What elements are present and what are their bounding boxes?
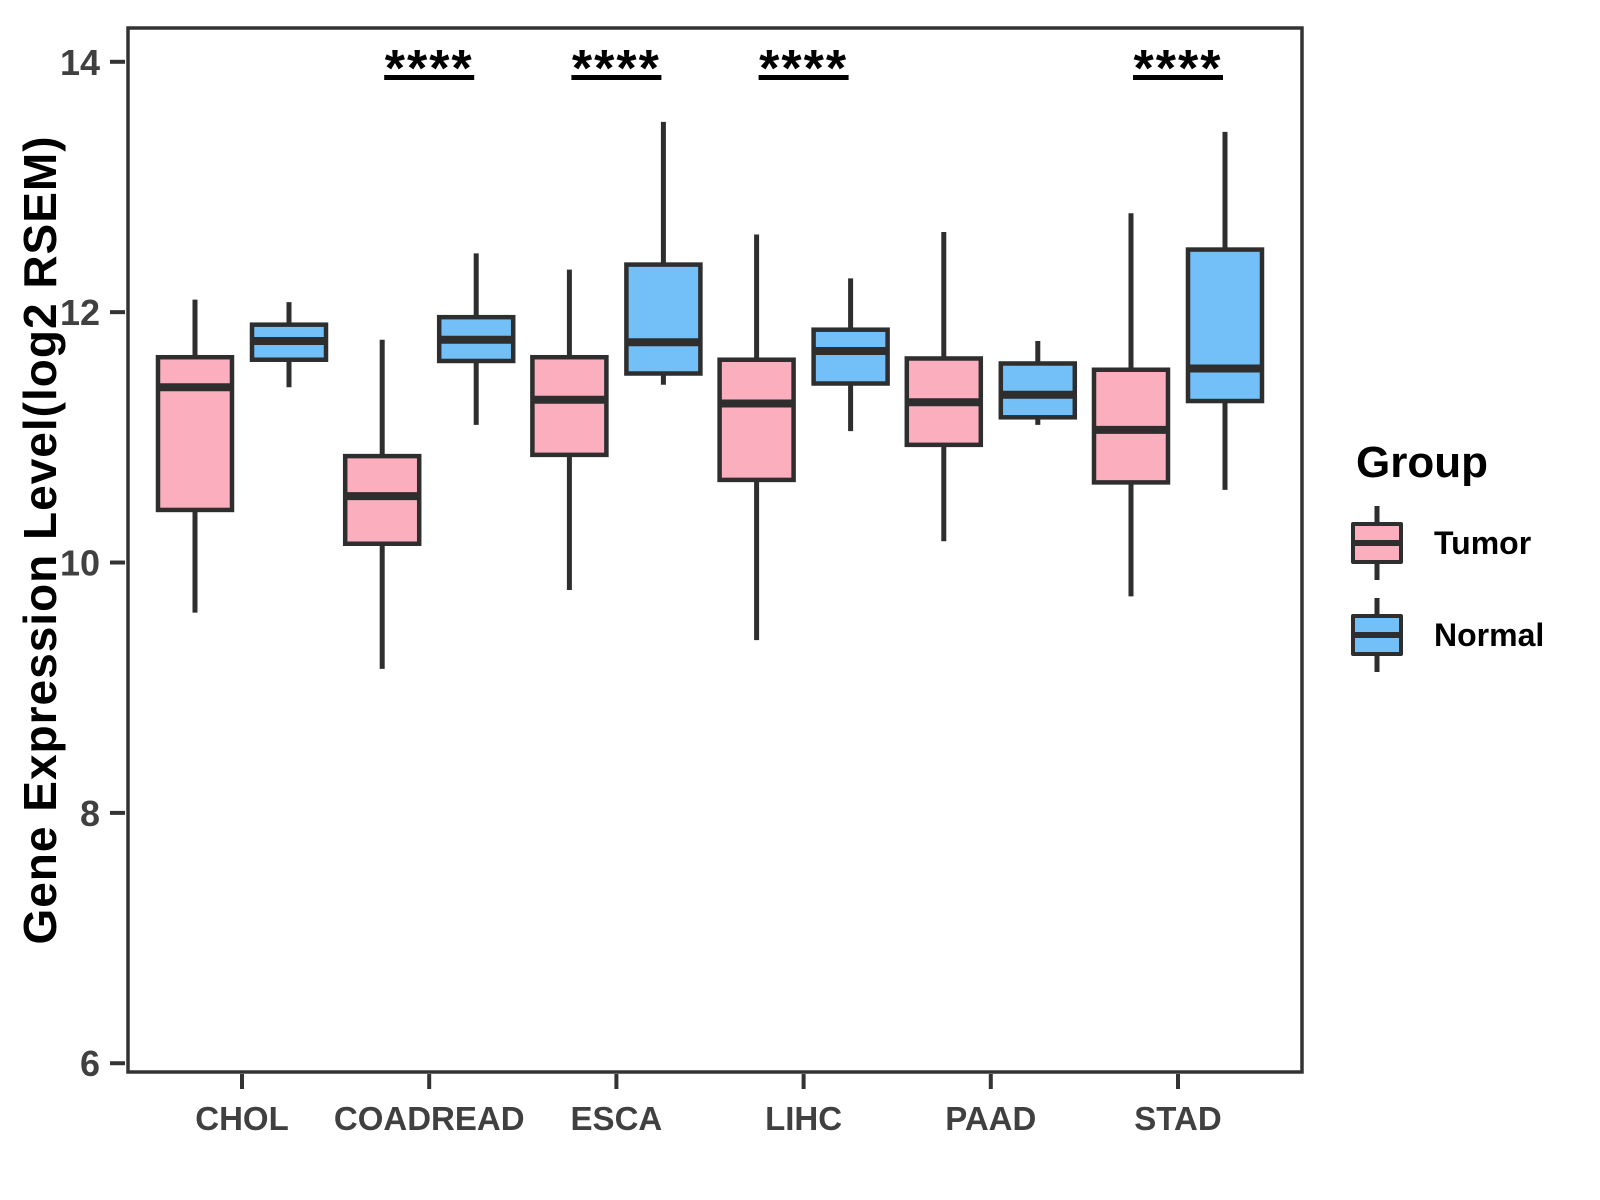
y-tick-label: 14 (60, 42, 100, 83)
box-LIHC-Tumor (717, 357, 796, 483)
x-tick-label: CHOL (195, 1100, 289, 1137)
glyph-median (1355, 632, 1399, 638)
y-tick-label: 12 (60, 292, 100, 333)
box-PAAD-Normal (998, 361, 1078, 420)
sig-stars-STAD: **** (1134, 40, 1223, 98)
glyph-median (1355, 540, 1399, 546)
sig-bar-ESCA (571, 75, 662, 80)
y-tick-label: 8 (80, 793, 100, 834)
sig-bar-STAD (1133, 75, 1223, 80)
box-ESCA-Tumor (530, 354, 609, 458)
legend-item-normal: Normal (1348, 596, 1544, 674)
sig-bar-LIHC (758, 75, 849, 80)
x-tick-label: COADREAD (334, 1100, 525, 1137)
y-tick-label: 10 (60, 543, 100, 584)
panel-border (126, 26, 1304, 1074)
normal-boxplot-glyph-icon (1348, 596, 1406, 674)
glyph-whisker (1374, 654, 1380, 672)
glyph-whisker (1374, 562, 1380, 580)
legend: Group Tumor Normal (1348, 438, 1544, 688)
legend-title: Group (1356, 438, 1488, 487)
box-ESCA-Normal (624, 262, 703, 376)
box-CHOL-Tumor (155, 354, 235, 513)
box-LIHC-Normal (811, 327, 890, 386)
legend-label-normal: Normal (1434, 616, 1545, 653)
x-tick-label: LIHC (765, 1100, 842, 1137)
x-tick-label: STAD (1134, 1100, 1221, 1137)
y-tick-label: 6 (80, 1043, 100, 1084)
glyph-box (1351, 614, 1403, 656)
legend-item-tumor: Tumor (1348, 504, 1544, 582)
glyph-box (1351, 522, 1403, 564)
sig-stars-COADREAD: **** (385, 40, 474, 98)
legend-label-tumor: Tumor (1434, 524, 1532, 561)
box-STAD-Normal (1185, 247, 1265, 404)
sig-stars-ESCA: **** (572, 40, 661, 98)
tumor-boxplot-glyph-icon (1348, 504, 1406, 582)
glyph-whisker (1374, 598, 1380, 616)
glyph-whisker (1374, 506, 1380, 524)
sig-stars-LIHC: **** (759, 40, 848, 98)
sig-bar-COADREAD (384, 75, 475, 80)
x-tick-label: PAAD (945, 1100, 1036, 1137)
x-tick-label: ESCA (571, 1100, 663, 1137)
